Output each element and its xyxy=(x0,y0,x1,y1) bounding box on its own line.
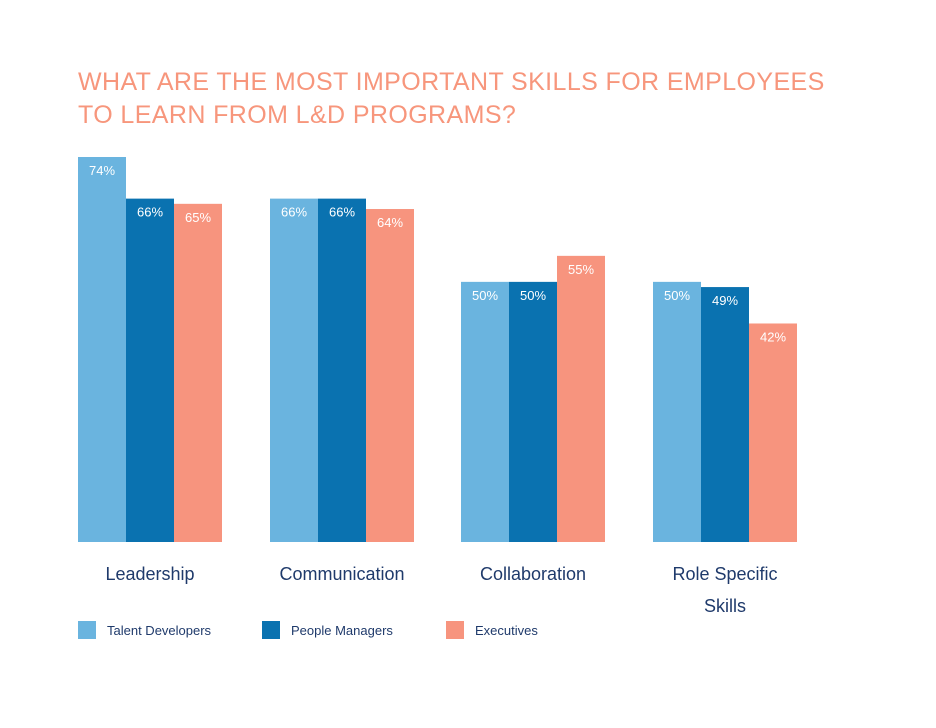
legend-label-people-managers: People Managers xyxy=(291,623,393,638)
value-label-communication-talent-developers: 66% xyxy=(281,205,307,220)
bar-leadership-people-managers xyxy=(126,198,174,542)
legend-item-people-managers: People Managers xyxy=(262,621,393,639)
bar-communication-talent-developers xyxy=(270,198,318,542)
bar-communication-people-managers xyxy=(318,198,366,542)
value-label-role-specific-skills-executives: 42% xyxy=(760,329,786,344)
bar-communication-executives xyxy=(366,209,414,542)
legend-swatch-people-managers xyxy=(262,621,280,639)
bar-role-specific-skills-people-managers xyxy=(701,287,749,542)
bar-role-specific-skills-talent-developers xyxy=(653,281,701,542)
chart-title: WHAT ARE THE MOST IMPORTANT SKILLS FOR E… xyxy=(78,68,825,129)
category-label-communication: Communication xyxy=(279,564,404,584)
value-label-leadership-talent-developers: 74% xyxy=(89,163,115,178)
bar-collaboration-people-managers xyxy=(509,281,557,542)
value-label-role-specific-skills-people-managers: 49% xyxy=(712,293,738,308)
value-label-collaboration-people-managers: 50% xyxy=(520,288,546,303)
value-label-leadership-executives: 65% xyxy=(185,210,211,225)
category-label-leadership: Leadership xyxy=(105,564,194,584)
bars-layer xyxy=(78,157,797,542)
category-label-collaboration: Collaboration xyxy=(480,564,586,584)
bar-leadership-talent-developers xyxy=(78,157,126,542)
value-labels-layer: 74% 66% 65% 66% 66% 64% 50% 50% 55% 50% 49% 42% xyxy=(89,163,786,344)
category-labels-layer: Leadership Communication Collaboration Role… xyxy=(105,564,777,616)
legend-label-talent-developers: Talent Developers xyxy=(107,623,212,638)
legend-swatch-executives xyxy=(446,621,464,639)
value-label-leadership-people-managers: 66% xyxy=(137,205,163,220)
value-label-communication-people-managers: 66% xyxy=(329,205,355,220)
category-label-role-specific-skills: Role Specific Skills xyxy=(672,564,777,616)
legend-swatch-talent-developers xyxy=(78,621,96,639)
value-label-role-specific-skills-talent-developers: 50% xyxy=(664,288,690,303)
value-label-collaboration-executives: 55% xyxy=(568,262,594,277)
value-label-collaboration-talent-developers: 50% xyxy=(472,288,498,303)
legend-label-executives: Executives xyxy=(475,623,538,638)
bar-role-specific-skills-executives xyxy=(749,323,797,542)
bar-collaboration-executives xyxy=(557,255,605,542)
bar-collaboration-talent-developers xyxy=(461,281,509,542)
value-label-communication-executives: 64% xyxy=(377,215,403,230)
bar-leadership-executives xyxy=(174,203,222,542)
legend-item-talent-developers: Talent Developers xyxy=(78,621,212,639)
legend: Talent Developers People Managers Executiv… xyxy=(78,621,538,639)
legend-item-executives: Executives xyxy=(446,621,538,639)
